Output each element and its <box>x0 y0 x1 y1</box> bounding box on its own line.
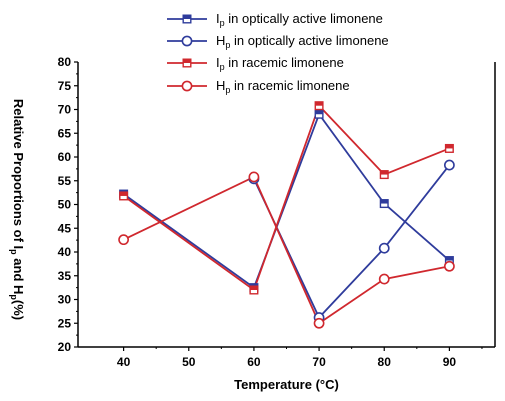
legend-marker <box>181 80 193 92</box>
y-title-text: I <box>11 246 26 250</box>
data-point-series-1 <box>379 199 389 209</box>
y-axis-title: Relative Proportions of Ip and Hp(%) <box>9 99 26 320</box>
legend-item-2: Hp in optically active limonene <box>167 33 389 50</box>
legend-item-4: Hp in racemic limonene <box>167 78 350 95</box>
x-tick-label: 40 <box>117 355 131 369</box>
y-tick-label: 75 <box>58 79 72 93</box>
data-point-series-2 <box>378 242 390 254</box>
marker-fill <box>380 199 389 204</box>
data-point-series-4 <box>378 273 390 285</box>
legend-label-subscript: p <box>220 18 225 28</box>
legend-label-main: H <box>216 33 225 48</box>
y-tick-label: 45 <box>58 221 72 235</box>
legend-label-rest: in racemic limonene <box>230 78 349 93</box>
y-tick-label: 65 <box>58 126 72 140</box>
data-point-series-2 <box>443 159 455 171</box>
y-title-text: and H <box>11 255 26 295</box>
data-point-series-3 <box>379 170 389 180</box>
marker-fill <box>445 256 454 261</box>
marker-fill <box>183 59 191 63</box>
y-tick-label: 70 <box>58 103 72 117</box>
marker-fill <box>315 110 323 115</box>
plot-lines <box>123 104 451 325</box>
legend-label-main: I <box>216 55 220 70</box>
axes <box>74 61 496 351</box>
legend-label-subscript: p <box>225 85 230 95</box>
data-point-series-4 <box>313 317 325 329</box>
marker-fill <box>445 144 454 149</box>
data-point-series-3 <box>119 191 129 201</box>
plot-markers <box>118 101 455 329</box>
series-line-1 <box>123 112 450 290</box>
legend-label: Ip in optically active limonene <box>216 11 383 28</box>
marker-fill <box>380 170 389 175</box>
y-tick-label: 50 <box>58 198 72 212</box>
x-tick-label: 90 <box>443 355 457 369</box>
y-title-text: (%) <box>11 300 26 320</box>
y-tick-label: 30 <box>58 293 72 307</box>
legend-label-rest: in optically active limonene <box>230 33 388 48</box>
x-tick-labels: 40 50 60 70 80 90 <box>117 355 456 369</box>
data-point-series-4 <box>118 234 130 246</box>
data-point-series-4 <box>248 171 260 183</box>
legend-label: Ip in racemic limonene <box>216 55 344 72</box>
y-tick-label: 80 <box>58 55 72 69</box>
legend-marker <box>181 35 193 47</box>
y-tick-label: 25 <box>58 316 72 330</box>
data-point-series-4 <box>443 260 455 272</box>
legend-item-3: Ip in racemic limonene <box>167 55 344 72</box>
y-tick-label: 35 <box>58 269 72 283</box>
y-title-subscript: p <box>9 249 19 255</box>
marker-fill <box>250 286 258 290</box>
legend-label-rest: in racemic limonene <box>225 55 344 70</box>
legend-marker <box>182 14 192 24</box>
legend-label-subscript: p <box>220 62 225 72</box>
legend-label-subscript: p <box>225 40 230 50</box>
legend-item-1: Ip in optically active limonene <box>167 11 383 28</box>
data-point-series-3 <box>444 143 454 153</box>
marker-fill <box>183 15 191 19</box>
data-point-series-3 <box>314 101 324 111</box>
legend-label-main: I <box>216 11 220 26</box>
y-tick-label: 55 <box>58 174 72 188</box>
marker-fill <box>315 101 323 106</box>
data-point-series-1 <box>314 109 324 119</box>
x-tick-label: 70 <box>312 355 326 369</box>
data-point-series-3 <box>249 285 259 295</box>
y-tick-label: 40 <box>58 245 72 259</box>
legend-label: Hp in racemic limonene <box>216 78 350 95</box>
x-tick-label: 80 <box>378 355 392 369</box>
marker-fill <box>119 192 128 196</box>
x-tick-label: 60 <box>247 355 261 369</box>
legend-label-rest: in optically active limonene <box>225 11 383 26</box>
y-tick-labels: 20 25 30 35 40 45 50 55 60 65 70 75 80 <box>58 55 72 354</box>
legend-label-main: H <box>216 78 225 93</box>
x-tick-label: 50 <box>182 355 196 369</box>
legend-label: Hp in optically active limonene <box>216 33 389 50</box>
legend-marker <box>182 58 192 68</box>
y-tick-label: 20 <box>58 340 72 354</box>
y-tick-label: 60 <box>58 150 72 164</box>
series-line-3 <box>123 104 450 292</box>
y-title-subscript: p <box>9 294 19 300</box>
y-title-text: Relative Proportions of <box>11 99 26 246</box>
x-axis-title: Temperature (°C) <box>234 377 339 392</box>
